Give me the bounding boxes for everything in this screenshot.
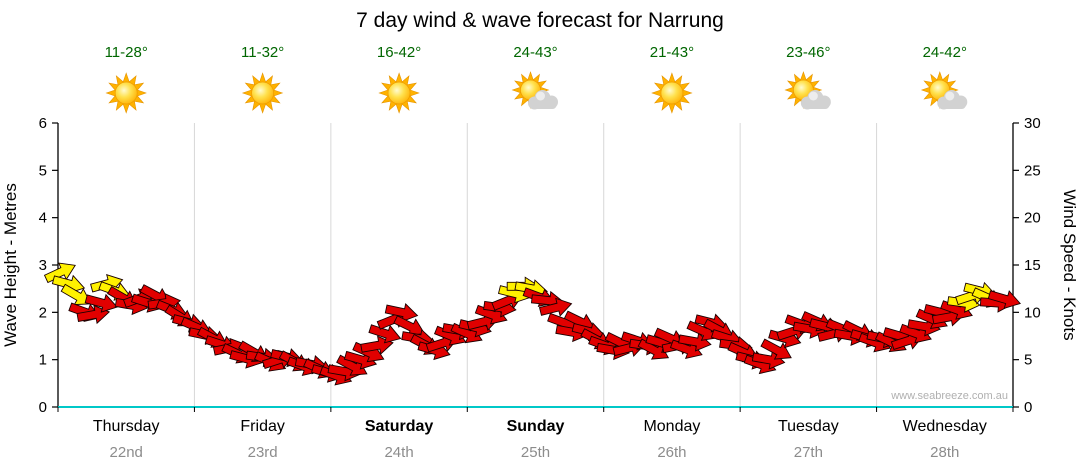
right-axis-label: Wind Speed - Knots: [1060, 189, 1079, 340]
cloud-icon: [528, 90, 558, 110]
day-temps: 11-28°: [105, 44, 148, 61]
wind-arrow: [76, 304, 111, 325]
sun-icon: [660, 81, 684, 105]
right-tick-label: 30: [1024, 115, 1041, 132]
right-tick-label: 15: [1024, 257, 1041, 274]
sun-icon: [114, 81, 138, 105]
wind-arrows: [43, 262, 1021, 386]
day-temps: 23-46°: [786, 44, 830, 61]
day-date: 23rd: [248, 444, 278, 461]
left-axis-label: Wave Height - Metres: [1, 183, 20, 347]
weather-icon-sunny: [651, 72, 693, 114]
wind-arrow: [43, 262, 76, 284]
right-tick-label: 20: [1024, 210, 1041, 227]
wind-arrow: [538, 297, 573, 317]
wind-arrow: [84, 293, 118, 313]
left-tick-label: 0: [39, 399, 47, 416]
day-date: 24th: [384, 444, 413, 461]
sun-icon: [387, 81, 411, 105]
day-name: Wednesday: [903, 418, 987, 435]
day-temps: 16-42°: [377, 44, 421, 61]
wind-arrow: [368, 324, 402, 344]
wind-arrow: [760, 338, 792, 360]
day-temps: 24-43°: [513, 44, 557, 61]
day-name: Sunday: [507, 418, 565, 435]
page-title: 7 day wind & wave forecast for Narrung: [356, 9, 724, 32]
axes: [57, 123, 1014, 408]
wind-arrow: [987, 290, 1021, 309]
left-tick-label: 4: [39, 210, 47, 227]
right-tick-label: 0: [1024, 399, 1032, 416]
day-date: 26th: [657, 444, 686, 461]
right-tick-label: 25: [1024, 162, 1041, 179]
weather-icon-sunny: [105, 72, 147, 114]
day-labels: Thursday 22nd Friday 23rd Saturday 24th Sunday…: [93, 418, 987, 461]
weather-icon-sunny: [241, 72, 284, 114]
day-name: Thursday: [93, 418, 160, 435]
day-date: 27th: [794, 444, 823, 461]
weather-icon-partly-cloudy: [920, 71, 968, 110]
right-tick-label: 10: [1024, 304, 1041, 321]
gridlines: [193, 123, 878, 407]
axis-ticks: 0 1 2 3 4 5 6 0 5 10 15 20 25 30: [39, 115, 1041, 416]
day-name: Friday: [240, 418, 284, 435]
day-name: Tuesday: [778, 418, 839, 435]
day-temps: 21-43°: [650, 44, 694, 61]
weather-icon-sunny: [378, 72, 420, 114]
left-tick-label: 2: [39, 304, 47, 321]
day-date: 22nd: [110, 444, 143, 461]
day-temps: 24-42°: [923, 44, 967, 61]
day-name: Saturday: [365, 418, 434, 435]
day-date: 28th: [930, 444, 959, 461]
watermark: www.seabreeze.com.au: [890, 390, 1008, 402]
day-date: 25th: [521, 444, 550, 461]
forecast-days-header: 11-28° 11-32° 16-42° 24-43° 21-43° 23-46° 24-4…: [105, 44, 968, 114]
right-tick-label: 5: [1024, 352, 1032, 369]
day-temps: 11-32°: [241, 44, 284, 61]
wind-arrow: [384, 303, 419, 323]
weather-icon-partly-cloudy: [511, 71, 558, 110]
left-tick-label: 1: [39, 352, 47, 369]
cloud-icon: [937, 90, 968, 110]
wind-arrow: [60, 283, 92, 306]
left-tick-label: 3: [39, 257, 47, 274]
cloud-icon: [800, 90, 831, 110]
wind-arrow: [637, 338, 670, 360]
weather-icon-partly-cloudy: [784, 71, 831, 110]
left-tick-label: 6: [39, 115, 47, 132]
day-name: Monday: [643, 418, 700, 435]
left-tick-label: 5: [39, 162, 47, 179]
sun-icon: [251, 81, 274, 105]
